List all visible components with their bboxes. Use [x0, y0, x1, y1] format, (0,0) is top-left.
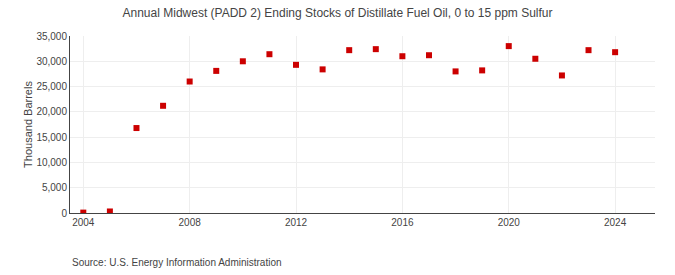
svg-text:5,000: 5,000 [42, 182, 67, 193]
svg-text:2016: 2016 [391, 217, 414, 228]
svg-text:35,000: 35,000 [36, 31, 67, 42]
svg-text:30,000: 30,000 [36, 56, 67, 67]
svg-text:Annual Midwest (PADD 2) Ending: Annual Midwest (PADD 2) Ending Stocks of… [123, 6, 553, 20]
svg-text:15,000: 15,000 [36, 132, 67, 143]
svg-text:25,000: 25,000 [36, 81, 67, 92]
svg-text:10,000: 10,000 [36, 157, 67, 168]
svg-text:2004: 2004 [72, 217, 95, 228]
svg-text:20,000: 20,000 [36, 106, 67, 117]
svg-text:0: 0 [61, 208, 67, 219]
svg-text:2020: 2020 [498, 217, 521, 228]
svg-text:2012: 2012 [285, 217, 308, 228]
svg-text:2024: 2024 [604, 217, 627, 228]
svg-text:2008: 2008 [179, 217, 202, 228]
svg-text:Thousand Barrels: Thousand Barrels [22, 81, 34, 168]
svg-text:Source: U.S. Energy Informatio: Source: U.S. Energy Information Administ… [72, 257, 282, 268]
